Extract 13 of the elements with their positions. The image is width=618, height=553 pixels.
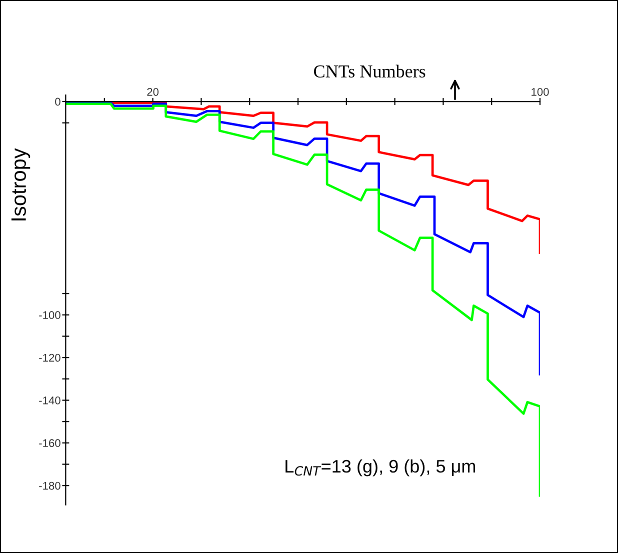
annotation: L$_{CNT}$=13 (g), 9 (b), 5 μm [286, 459, 476, 476]
y-tick-label: -180 [39, 482, 60, 490]
x-tick-label: 20 [147, 88, 159, 96]
line-series [66, 102, 540, 497]
y-axis-title: Isotropy [11, 148, 30, 220]
x-tick-label: 100 [532, 88, 549, 96]
y-tick-label: -140 [39, 396, 60, 404]
y-tick-label: -120 [39, 354, 60, 362]
y-tick-label: 0 [55, 98, 60, 106]
y-tick-label: -160 [39, 439, 60, 448]
x-axis-title: CNTs Numbers [314, 64, 426, 78]
line-series [66, 102, 540, 376]
y-tick-label: -100 [39, 311, 60, 320]
